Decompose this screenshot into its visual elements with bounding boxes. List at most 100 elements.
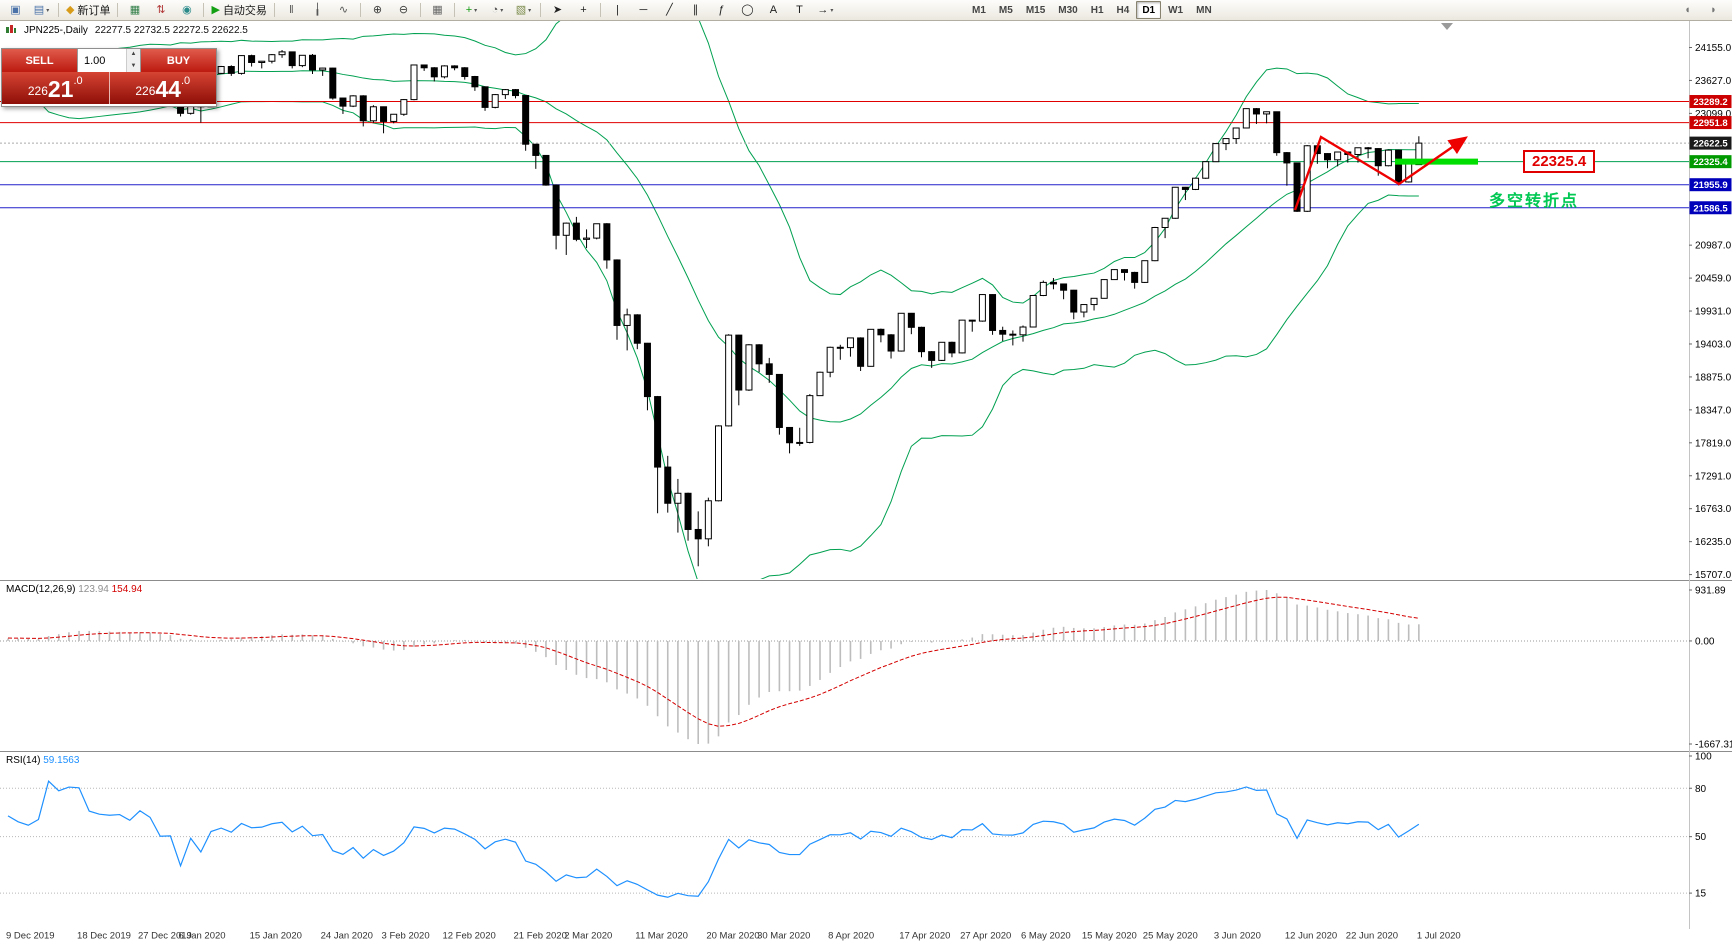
volume-field[interactable]: 1.00 ▲ ▼ <box>77 49 141 72</box>
label-icon[interactable]: T <box>787 0 812 20</box>
autotrading-button[interactable]: ▶ 自动交易 <box>208 0 269 20</box>
arrows-icon-caret[interactable]: ▾ <box>830 7 834 14</box>
channel-icon[interactable]: ∥ <box>683 0 708 20</box>
timeframe-mn-button[interactable]: MN <box>1196 4 1212 16</box>
svg-text:12 Jun 2020: 12 Jun 2020 <box>1285 931 1337 941</box>
toolbar-separator <box>58 3 59 17</box>
macd-indicator <box>0 590 1689 744</box>
macd-main-value: 123.94 <box>78 584 109 595</box>
alerts-icon[interactable]: ◉ <box>174 0 199 20</box>
svg-text:25 May 2020: 25 May 2020 <box>1143 931 1198 941</box>
text-icon: A <box>769 3 778 16</box>
svg-text:15 Jan 2020: 15 Jan 2020 <box>250 931 302 941</box>
templates-icon[interactable]: ▧ ▾ <box>511 0 536 20</box>
fibonacci-icon[interactable]: ƒ <box>709 0 734 20</box>
line-chart-icon[interactable]: ∿ <box>331 0 356 20</box>
toolbar-overflow-left-icon[interactable]: ◖ <box>1675 0 1700 20</box>
svg-text:16763.0: 16763.0 <box>1695 504 1732 515</box>
sell-price-suffix: .0 <box>73 75 83 87</box>
svg-text:15 May 2020: 15 May 2020 <box>1082 931 1137 941</box>
price-axis[interactable]: 24155.0 23627.0 23099.0 20987.0 20459.0 19931… <box>1689 43 1732 900</box>
svg-text:18875.0: 18875.0 <box>1695 372 1732 383</box>
tile-windows-icon[interactable]: ▦ <box>425 0 450 20</box>
svg-text:19403.0: 19403.0 <box>1695 339 1732 350</box>
crosshair-icon[interactable]: + <box>571 0 596 20</box>
timeframe-m1-button[interactable]: M1 <box>972 4 986 16</box>
templates-icon-caret[interactable]: ▾ <box>528 7 532 14</box>
zoom-in-icon[interactable]: ⊕ <box>365 0 390 20</box>
timeframe-m15-button[interactable]: M15 <box>1025 4 1046 16</box>
svg-text:6 May 2020: 6 May 2020 <box>1021 931 1071 941</box>
price-tag <box>1689 116 1732 130</box>
toolbar-overflow-right-icon[interactable]: ◗ <box>1701 0 1726 20</box>
trendline-icon[interactable]: ╱ <box>657 0 682 20</box>
svg-text:6 Jan 2020: 6 Jan 2020 <box>179 931 226 941</box>
shapes-icon[interactable]: ◯ <box>735 0 760 20</box>
zoom-out-icon[interactable]: ⊖ <box>391 0 416 20</box>
svg-text:23289.2: 23289.2 <box>1693 97 1727 108</box>
svg-text:8 Apr 2020: 8 Apr 2020 <box>828 931 874 941</box>
indicators-icon-caret[interactable]: ▾ <box>474 7 478 14</box>
bollinger-upper-band <box>7 20 1419 304</box>
bar-chart-icon[interactable]: ǁ <box>279 0 304 20</box>
buy-price-big: 44 <box>155 76 181 102</box>
buy-button[interactable]: BUY <box>141 49 216 72</box>
line-chart-icon: ∿ <box>338 3 349 16</box>
chart-profiles-icon[interactable]: ▤ ▾ <box>29 0 54 20</box>
timeframe-h1-button[interactable]: H1 <box>1090 4 1104 16</box>
new-order-button: ◆ <box>66 3 75 16</box>
buy-price[interactable]: 226 44.0 <box>109 72 216 104</box>
symbol-chart-icon <box>5 24 17 37</box>
cursor-icon[interactable]: ➤ <box>545 0 570 20</box>
new-order-button[interactable]: ◆ 新订单 <box>63 0 113 20</box>
text-icon[interactable]: A <box>761 0 786 20</box>
candlestick-chart-icon[interactable]: ╽ <box>305 0 330 20</box>
timeframe-d1-button[interactable]: D1 <box>1136 1 1162 19</box>
ohlc-values: 22277.5 22732.5 22272.5 22622.5 <box>94 25 248 36</box>
chart-title: JPN225-,Daily 22277.5 22732.5 22272.5 22… <box>5 24 248 37</box>
chart-profiles-icon-caret[interactable]: ▾ <box>46 7 50 14</box>
timeframe-w1-button[interactable]: W1 <box>1168 4 1184 16</box>
timeframe-h4-button[interactable]: H4 <box>1116 4 1130 16</box>
sell-button[interactable]: SELL <box>2 49 77 72</box>
toolbar-separator <box>539 3 541 17</box>
svg-text:80: 80 <box>1695 784 1707 795</box>
periods-icon-caret[interactable]: ▾ <box>500 7 504 14</box>
timeframe-m30-button[interactable]: M30 <box>1058 4 1078 16</box>
periods-icon[interactable]: ◔ ▾ <box>485 0 510 20</box>
vertical-line-icon[interactable]: | <box>605 0 630 20</box>
svg-text:20 Mar 2020: 20 Mar 2020 <box>706 931 759 941</box>
indicators-icon[interactable]: + ▾ <box>459 0 484 20</box>
new-chart-icon[interactable]: ▣ <box>3 0 28 20</box>
svg-text:22 Jun 2020: 22 Jun 2020 <box>1346 931 1398 941</box>
autotrading-button-label: 自动交易 <box>222 5 267 17</box>
toolbar-separator <box>453 3 455 17</box>
sell-price[interactable]: 226 21.0 <box>2 72 110 104</box>
volume-down-button[interactable]: ▼ <box>127 60 140 72</box>
rsi-value: 59.1563 <box>43 755 80 766</box>
volume-up-button[interactable]: ▲ <box>127 49 140 61</box>
svg-text:17291.0: 17291.0 <box>1695 471 1732 482</box>
svg-text:3 Feb 2020: 3 Feb 2020 <box>382 931 430 941</box>
data-history-icon[interactable]: ⇅ <box>148 0 173 20</box>
svg-text:1 Jul 2020: 1 Jul 2020 <box>1417 931 1461 941</box>
svg-text:3 Jun 2020: 3 Jun 2020 <box>1214 931 1261 941</box>
cursor-icon: ➤ <box>552 3 563 16</box>
trend-arrow-annotation[interactable] <box>1293 135 1468 211</box>
alerts-icon: ◉ <box>182 3 192 16</box>
sell-price-prefix: 226 <box>27 84 48 98</box>
market-watch-icon[interactable]: ▦ <box>122 0 147 20</box>
macd-label: MACD(12,26,9) 123.94 154.94 <box>6 584 142 595</box>
horizontal-line-icon[interactable]: ─ <box>631 0 656 20</box>
volume-value[interactable]: 1.00 <box>84 54 106 67</box>
arrows-icon[interactable]: → ▾ <box>813 0 838 20</box>
svg-text:931.89: 931.89 <box>1695 586 1726 597</box>
svg-text:12 Feb 2020: 12 Feb 2020 <box>442 931 495 941</box>
timeframe-m5-button[interactable]: M5 <box>998 4 1013 16</box>
rsi-indicator <box>0 780 1689 898</box>
indicators-icon: + <box>465 3 473 16</box>
chart-shift-marker[interactable] <box>1441 23 1453 30</box>
autotrading-button: ▶ <box>211 3 220 16</box>
